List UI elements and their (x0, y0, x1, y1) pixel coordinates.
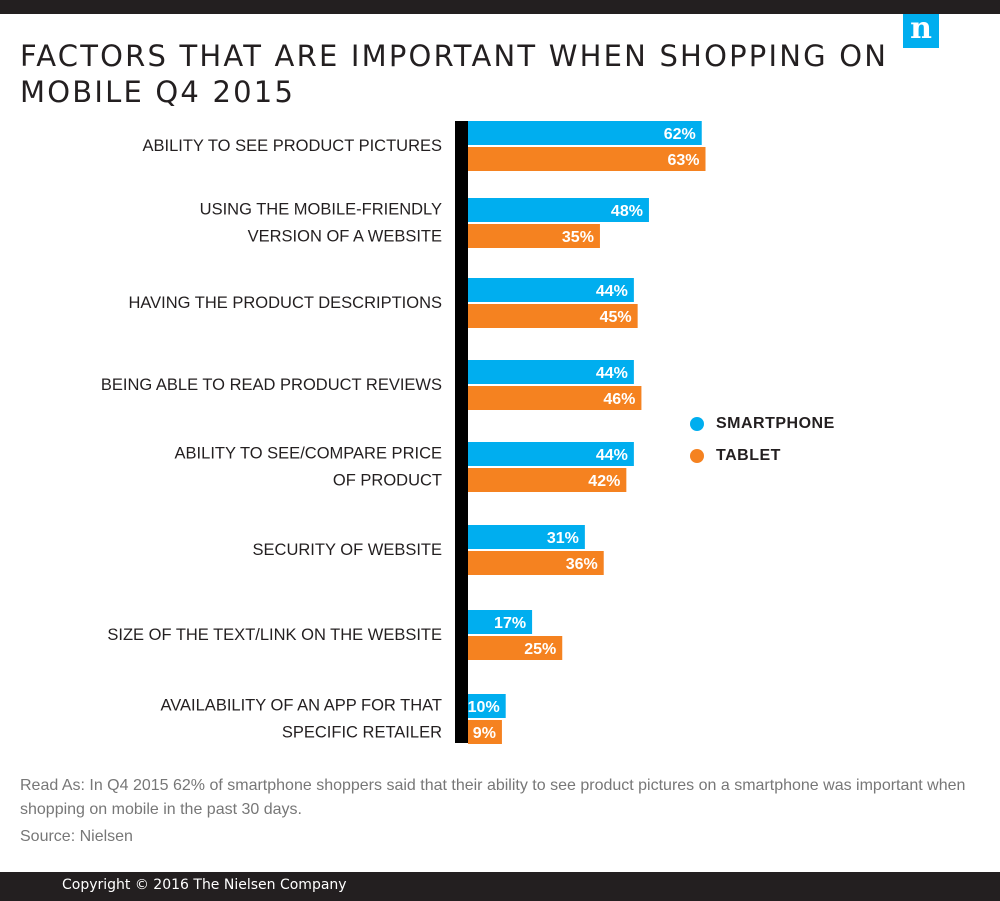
copyright-text: Copyright © 2016 The Nielsen Company (62, 877, 347, 893)
top-bar (0, 0, 1000, 14)
value-label-tablet: 46% (603, 391, 635, 408)
bar-tablet (468, 386, 642, 410)
value-label-tablet: 45% (600, 309, 632, 326)
bar-smartphone (468, 278, 634, 302)
value-label-tablet: 42% (588, 473, 620, 490)
bar-smartphone (468, 442, 634, 466)
legend-label-smartphone: SMARTPHONE (716, 415, 835, 432)
bottom-bar: Copyright © 2016 The Nielsen Company (0, 872, 1000, 901)
bar-tablet (468, 636, 563, 660)
bar-tablet (468, 224, 600, 248)
value-label-smartphone: 31% (547, 530, 579, 547)
category-label: AVAILABILITY OF AN APP FOR THAT SPECIFIC … (160, 697, 442, 742)
category-label: SIZE OF THE TEXT/LINK ON THE WEBSITE (107, 626, 442, 644)
bar-tablet (468, 468, 627, 492)
legend-item-tablet: TABLET (690, 440, 835, 472)
legend-dot-smartphone (690, 417, 704, 431)
category-label: SECURITY OF WEBSITE (253, 541, 442, 559)
legend-label-tablet: TABLET (716, 447, 781, 464)
value-label-smartphone: 44% (596, 365, 628, 382)
y-axis-line (455, 121, 468, 743)
value-label-tablet: 25% (524, 641, 556, 658)
category-label: BEING ABLE TO READ PRODUCT REVIEWS (101, 376, 442, 394)
bar-tablet (468, 147, 706, 171)
bar-smartphone (468, 198, 649, 222)
source-note: Source: Nielsen (20, 828, 133, 845)
value-label-tablet: 63% (667, 152, 699, 169)
nielsen-logo: n (903, 14, 939, 48)
value-label-tablet: 9% (473, 725, 496, 742)
bar-chart: ABILITY TO SEE PRODUCT PICTURES 62% 63% USI… (101, 121, 706, 744)
value-label-tablet: 35% (562, 229, 594, 246)
bar-tablet (468, 720, 502, 744)
legend: SMARTPHONE TABLET (690, 408, 835, 472)
bar-smartphone (468, 610, 533, 634)
value-label-smartphone: 44% (596, 283, 628, 300)
legend-dot-tablet (690, 449, 704, 463)
chart-title: FACTORS THAT ARE IMPORTANT WHEN SHOPPING… (20, 39, 889, 109)
value-label-smartphone: 48% (611, 203, 643, 220)
value-label-smartphone: 44% (596, 447, 628, 464)
legend-item-smartphone: SMARTPHONE (690, 408, 835, 440)
bar-smartphone (468, 121, 702, 145)
bar-smartphone (468, 360, 634, 384)
category-label: ABILITY TO SEE/COMPARE PRICE OF PRODUCT (175, 445, 442, 490)
value-label-tablet: 36% (566, 556, 598, 573)
bar-smartphone (468, 694, 506, 718)
read-as-note: Read As: In Q4 2015 62% of smartphone sh… (20, 777, 966, 818)
value-label-smartphone: 10% (468, 699, 500, 716)
bar-smartphone (468, 525, 585, 549)
category-label: ABILITY TO SEE PRODUCT PICTURES (142, 137, 442, 155)
value-label-smartphone: 17% (494, 615, 526, 632)
value-label-smartphone: 62% (664, 126, 696, 143)
bar-tablet (468, 551, 604, 575)
category-label: USING THE MOBILE-FRIENDLY VERSION OF A WE… (200, 201, 442, 246)
category-label: HAVING THE PRODUCT DESCRIPTIONS (128, 294, 442, 312)
bar-tablet (468, 304, 638, 328)
